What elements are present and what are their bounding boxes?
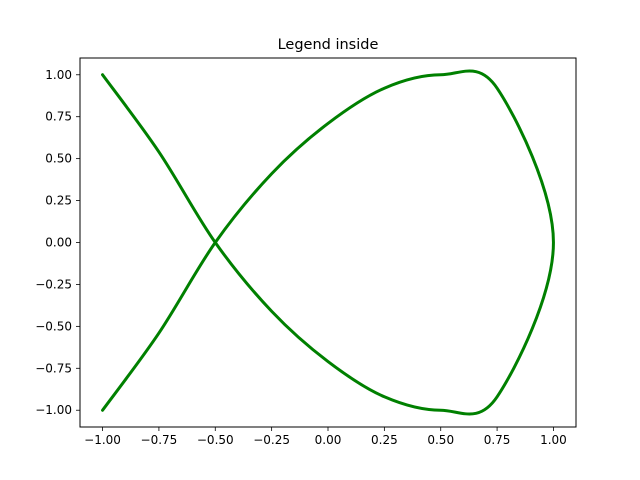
- x-tick-label: −0.25: [253, 433, 290, 447]
- y-tick-label: 0.75: [45, 110, 72, 124]
- x-tick-label: 0.25: [371, 433, 398, 447]
- x-tick-label: 1.00: [540, 433, 567, 447]
- x-tick-label: −1.00: [84, 433, 121, 447]
- y-tick-label: 0.25: [45, 194, 72, 208]
- y-tick-label: −1.00: [35, 403, 72, 417]
- series-line: [101, 69, 555, 416]
- x-tick-label: 0.75: [484, 433, 511, 447]
- x-tick-label: 0.00: [315, 433, 342, 447]
- x-tick-label: −0.50: [197, 433, 234, 447]
- x-tick-label: −0.75: [141, 433, 178, 447]
- y-tick-label: 0.50: [45, 152, 72, 166]
- plot-frame: [79, 57, 577, 428]
- chart-title: Legend inside: [278, 37, 379, 53]
- x-axis: −1.00 −0.75 −0.50 −0.25 0.00 0.25 0.50 0.75 1.00: [84, 427, 567, 447]
- y-axis: −1.00 −0.75 −0.50 −0.25 0.00 0.25 0.50 0.75 1.00: [35, 68, 80, 417]
- series-layer: [101, 69, 555, 416]
- y-tick-label: 0.00: [45, 236, 72, 250]
- x-tick-label: 0.50: [427, 433, 454, 447]
- y-tick-label: −0.75: [35, 361, 72, 375]
- y-tick-label: 1.00: [45, 68, 72, 82]
- y-tick-label: −0.25: [35, 277, 72, 291]
- y-tick-label: −0.50: [35, 319, 72, 333]
- plot-area: [80, 58, 576, 427]
